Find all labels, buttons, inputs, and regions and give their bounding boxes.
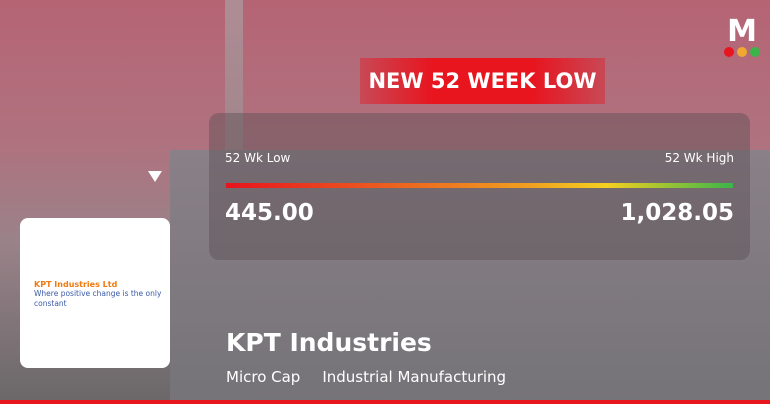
logo-letter: M <box>727 14 757 49</box>
sector-tag: Industrial Manufacturing <box>322 368 507 386</box>
high-label: 52 Wk High <box>664 151 734 165</box>
low-value: 445.00 <box>225 200 314 226</box>
current-price-marker-icon <box>148 171 162 182</box>
new-52-week-low-badge: NEW 52 WEEK LOW <box>360 58 605 104</box>
bottom-accent-line <box>0 400 770 404</box>
low-label: 52 Wk Low <box>225 151 291 165</box>
range-bar <box>226 183 733 188</box>
high-value: 1,028.05 <box>620 200 735 226</box>
range-panel: 52 Wk Low 52 Wk High 445.00 1,028.05 <box>209 113 750 260</box>
green-dot <box>750 47 760 57</box>
red-dot <box>724 47 734 57</box>
company-logo-card: KPT Industries Ltd Where positive change… <box>20 218 170 368</box>
orange-dot <box>737 47 747 57</box>
company-name: KPT Industries <box>226 328 432 357</box>
background-building <box>170 150 770 404</box>
company-logo-name: KPT Industries Ltd <box>34 280 118 289</box>
brand-logo: M <box>724 14 760 57</box>
company-logo-tagline: Where positive change is the only consta… <box>34 289 162 308</box>
market-cap-tag: Micro Cap <box>226 368 301 386</box>
